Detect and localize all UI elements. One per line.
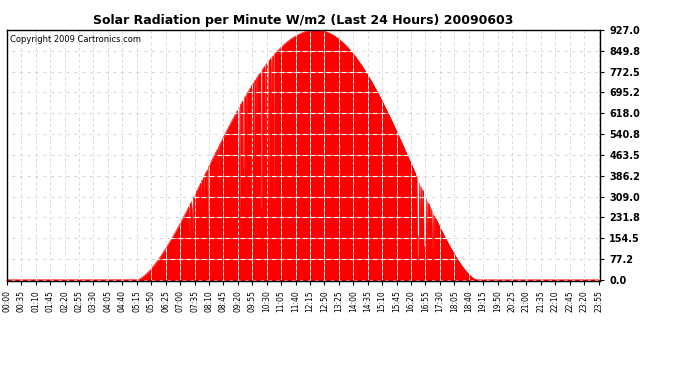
Text: Copyright 2009 Cartronics.com: Copyright 2009 Cartronics.com — [10, 35, 141, 44]
Title: Solar Radiation per Minute W/m2 (Last 24 Hours) 20090603: Solar Radiation per Minute W/m2 (Last 24… — [93, 15, 514, 27]
